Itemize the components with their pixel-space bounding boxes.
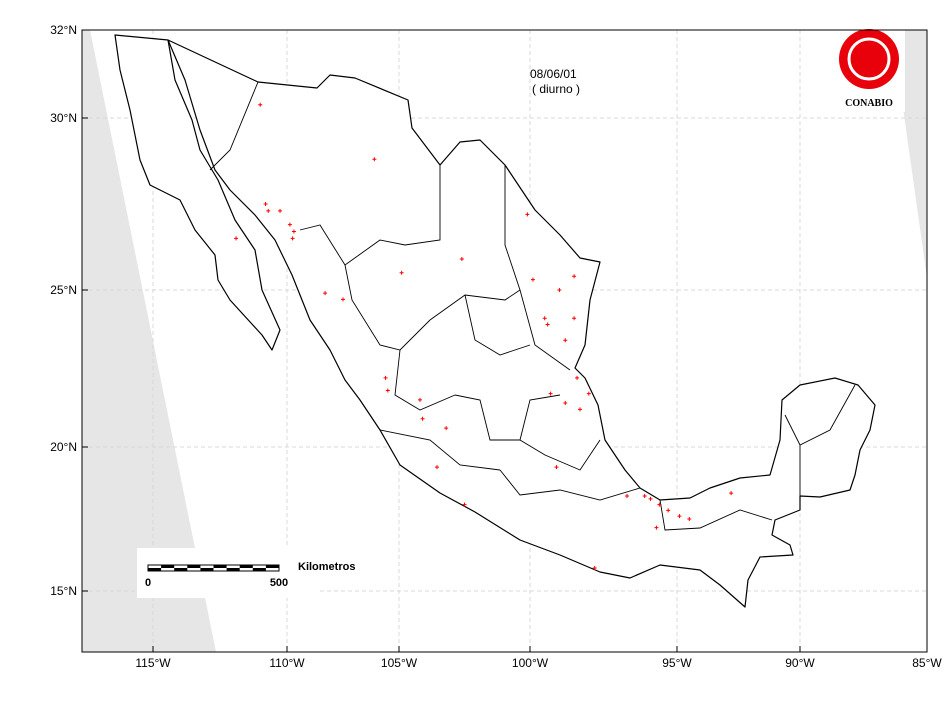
scale-bar: Kilometros 0 500 xyxy=(137,548,355,598)
hotspot xyxy=(420,416,425,421)
hotspot xyxy=(323,291,328,296)
x-tick-label: 110°W xyxy=(269,656,305,670)
scale-tick: 500 xyxy=(270,577,288,589)
hotspot xyxy=(341,297,345,302)
hotspot xyxy=(372,157,377,162)
hotspot xyxy=(290,236,295,241)
scale-check xyxy=(213,565,227,568)
hotspot xyxy=(444,426,449,431)
no-coverage xyxy=(82,30,216,652)
hotspot xyxy=(557,288,562,292)
hotspot xyxy=(592,565,597,570)
hotspot xyxy=(287,222,292,227)
map-border xyxy=(81,29,928,653)
hotspot xyxy=(459,257,464,262)
map-date: 08/06/01 xyxy=(530,67,577,81)
hotspot xyxy=(625,493,630,498)
scale-box xyxy=(137,548,317,598)
scale-tick: 0 xyxy=(145,577,151,589)
hotspot xyxy=(434,465,439,470)
scale-check xyxy=(161,565,175,568)
x-tick-label: 95°W xyxy=(662,656,692,670)
hotspot xyxy=(577,407,582,412)
hotspot xyxy=(677,514,682,519)
hotspot xyxy=(642,493,647,498)
hotspot xyxy=(654,525,659,530)
hotspot xyxy=(729,491,734,496)
hotspot xyxy=(687,517,692,521)
hotspot xyxy=(266,208,271,213)
hotspot xyxy=(586,391,591,396)
mainland-mexico xyxy=(167,39,876,608)
hotspot xyxy=(383,375,388,380)
hotspot xyxy=(572,316,577,321)
y-tick-label: 15°N xyxy=(50,584,77,598)
hotspot xyxy=(234,236,239,241)
scale-check xyxy=(187,565,201,568)
hotspot xyxy=(462,502,467,507)
scale-unit: Kilometros xyxy=(298,561,355,573)
scale-check xyxy=(265,565,279,568)
hotspot xyxy=(291,229,296,234)
hotspot xyxy=(530,277,535,282)
y-tick-label: 25°N xyxy=(50,283,77,297)
hotspot xyxy=(575,375,580,380)
hotspot xyxy=(563,401,568,406)
hotspot xyxy=(648,496,653,501)
y-tick-label: 32°N xyxy=(50,23,77,37)
scale-check xyxy=(174,568,188,571)
x-tick-label: 115°W xyxy=(135,656,171,670)
y-tick-label: 20°N xyxy=(50,440,77,454)
logo: CONABIO xyxy=(833,25,905,112)
hotspot xyxy=(545,322,550,327)
hotspot xyxy=(263,202,268,206)
x-tick-label: 105°W xyxy=(381,656,418,670)
scale-check xyxy=(200,568,214,571)
logo-label: CONABIO xyxy=(845,98,893,109)
hotspot xyxy=(666,508,671,513)
hotspot xyxy=(542,316,547,321)
baja-california xyxy=(114,34,281,351)
hotspot xyxy=(657,502,662,507)
hotspot xyxy=(572,274,577,279)
x-tick-label: 85°W xyxy=(912,656,942,670)
hotspot xyxy=(385,388,390,393)
hotspot xyxy=(525,212,530,217)
scale-check xyxy=(252,568,266,571)
hotspot xyxy=(563,338,568,343)
map-period: ( diurno ) xyxy=(532,82,580,96)
x-tick-label: 100°W xyxy=(512,656,549,670)
hotspot xyxy=(554,465,559,470)
state-borders xyxy=(209,81,856,531)
scale-check xyxy=(239,565,253,568)
hotspot xyxy=(399,270,404,275)
scale-check xyxy=(148,568,162,571)
hotspot xyxy=(417,397,422,402)
hotspot xyxy=(548,391,553,396)
scale-check xyxy=(226,568,240,571)
logo-emblem-detail xyxy=(847,37,891,81)
hotspot xyxy=(278,208,283,213)
y-tick-label: 30°N xyxy=(50,111,77,125)
x-tick-label: 90°W xyxy=(785,656,815,670)
hotspot xyxy=(258,102,263,107)
